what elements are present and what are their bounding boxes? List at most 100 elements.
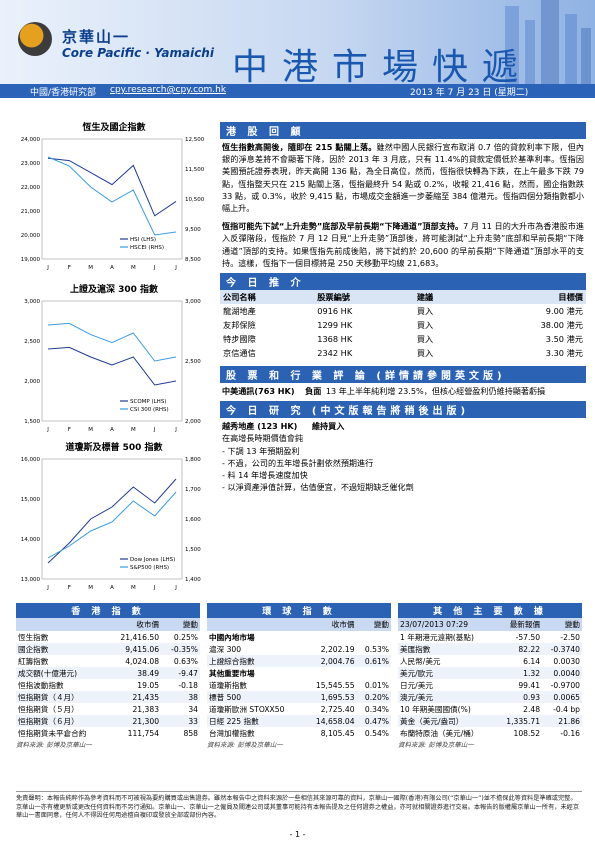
legend-label: SCOMP (LHS)	[130, 399, 166, 405]
table-row: 日元/美元 99.41 -0.9700	[398, 679, 582, 691]
global-indices-table: 收市價 變動 中國內地市場 滬深 300 2,202.19 0.53% 上證綜合指數 2,…	[207, 618, 391, 739]
col-header: 23/07/2013 07:29	[398, 618, 497, 631]
series-line-1	[47, 156, 177, 236]
picks-cell: 京信通信	[223, 348, 256, 359]
table-row: 標普 500 1,695.53 0.20%	[207, 691, 391, 703]
table-cell: 紅籌指數	[18, 656, 49, 666]
news-item: 中美通訊(763 HK) 負面 13 年上半年純利增 23.5%，但核心經營盈利…	[220, 383, 586, 401]
legend-label: S&P500 (RHS)	[130, 565, 169, 571]
x-tick-label: J	[174, 427, 177, 433]
x-tick-label: A	[110, 427, 114, 433]
x-tick-label: F	[68, 427, 71, 433]
table-cell: 0.63%	[173, 656, 198, 666]
table-cell: -0.4 bp	[553, 704, 580, 714]
series-line-1	[47, 322, 177, 362]
x-tick-label: M	[131, 265, 136, 271]
other-data-title: 其 他 主 要 數 據	[398, 603, 582, 618]
table-row: 成交額(十億港元) 38.49 -9.47	[16, 667, 200, 679]
chart-hsi-hscei: 恆生及國企指數 24,000 23,000 22,000 21,000 20,000 19…	[16, 120, 212, 285]
other-data-panel: 其 他 主 要 數 據 23/07/2013 07:29 最新報價 變動 1 年…	[398, 603, 582, 749]
table-row: 10 年期美國國債(%) 2.48 -0.4 bp	[398, 703, 582, 715]
table-cell: 2,004.76	[304, 655, 357, 667]
news-title: 股 票 和 行 業 評 論 (詳情請參閱英文版)	[220, 366, 586, 384]
table-cell: 38.49	[107, 667, 162, 679]
table-cell: 0.0065	[542, 691, 582, 703]
chart-title: 道瓊斯及標普 500 指數	[65, 443, 163, 453]
table-cell: 1.32	[496, 667, 543, 679]
table-cell: 0.34%	[364, 704, 389, 714]
table-row: 日經 225 指數 14,658.04 0.47%	[207, 715, 391, 727]
y-left-tick-label: 14,000	[21, 537, 41, 543]
table-cell: 恒指期貨（５月）	[18, 704, 79, 714]
picks-row: 京信通信 2342 HK 買入 3.30 港元	[220, 346, 586, 360]
table-row: 黃金（美元/盎司） 1,335.71 21.86	[398, 715, 582, 727]
picks-row: 友邦保險 1299 HK 買入 38.00 港元	[220, 318, 586, 332]
y-right-tick-label: 3,000	[185, 299, 201, 305]
picks-title: 今 日 推 介	[220, 273, 586, 291]
x-tick-label: M	[88, 265, 93, 271]
picks-col-header: 目標價	[468, 290, 586, 305]
table-cell: 0.53%	[364, 644, 389, 654]
table-cell: 恒指期貨（４月）	[16, 691, 108, 703]
table-cell: 0.93	[496, 691, 543, 703]
col-header: 變動	[161, 618, 200, 631]
series-line-0	[47, 478, 177, 564]
table-cell: 0.61%	[356, 655, 391, 667]
plot-frame	[41, 300, 183, 422]
series-line-0	[47, 346, 177, 386]
x-tick-label: J	[174, 585, 177, 591]
table-cell: 日經 225 指數	[207, 715, 305, 727]
picks-cell: 1299 HK	[317, 320, 353, 331]
table-cell: 0.20%	[356, 691, 391, 703]
legend-label: HSI (LHS)	[130, 237, 156, 243]
x-tick-label: A	[110, 585, 114, 591]
decorative-building-graphic	[505, 0, 591, 86]
page-number: - 1 -	[289, 830, 306, 839]
x-tick-label: F	[68, 265, 71, 271]
table-cell: 2,725.40	[320, 704, 355, 714]
legend-label: Dow Jones (LHS)	[130, 557, 175, 563]
picks-cell: 1368 HK	[317, 334, 353, 345]
table-row: 1 年期港元遠期(基點) -57.50 -2.50	[398, 631, 582, 643]
picks-cell: 買入	[416, 320, 434, 331]
company-logo-icon	[18, 22, 52, 56]
table-row: 美匯指數 82.22 -0.3740	[398, 643, 582, 655]
table-cell: -0.18	[178, 680, 198, 690]
table-cell: 標普 500	[207, 691, 305, 703]
y-left-tick-label: 16,000	[21, 457, 41, 463]
news-text: 13 年上半年純利增 23.5%，但核心經營盈利仍維持顯著虧損	[325, 386, 546, 397]
table-group-row: 中國內地市場	[207, 631, 391, 643]
table-cell: 恆生指數	[18, 632, 49, 642]
table-group-row: 其他重要市場	[207, 667, 391, 679]
market-review-para-1: 恆生指數高開後，隨即在 215 點關上落。雖然中國人民銀行宣布取消 0.7 倍的…	[220, 139, 586, 218]
table-cell: 21,416.50	[120, 632, 160, 642]
y-left-tick-label: 2,500	[24, 339, 40, 345]
research-summary: 在高增長時期價值會鈍	[222, 433, 303, 444]
review-body-1: 雖然中國人民銀行宣布取消 0.7 倍的貸款利率下限，但內銀的淨息差將不會顯著下降…	[222, 142, 584, 214]
picks-cell: 買入	[416, 334, 434, 345]
plot-frame	[41, 458, 183, 580]
table-cell: 33	[161, 715, 200, 727]
picks-col-header: 公司名稱	[220, 290, 315, 305]
table-cell: 1,695.53	[304, 691, 357, 703]
table-cell: 日元/美元	[400, 680, 433, 690]
x-tick-label: A	[110, 265, 114, 271]
y-left-tick-label: 21,000	[21, 209, 41, 215]
table-cell: 34	[188, 704, 198, 714]
table-cell: -0.9700	[550, 680, 580, 690]
research-bullet-text: 不過，公司的五年增長計劃依然預期進行	[227, 457, 374, 468]
chart-dow-sp500: 道瓊斯及標普 500 指數 16,000 15,000 14,000 13,000 1,…	[16, 440, 212, 615]
y-left-tick-label: 2,000	[24, 379, 40, 385]
chart-title: 恆生及國企指數	[82, 123, 146, 133]
email-link[interactable]: cpy.research@cpy.com.hk	[110, 85, 227, 95]
table-cell: 38	[161, 691, 200, 703]
col-header: 變動	[356, 618, 391, 631]
col-header: 最新報價	[496, 618, 543, 631]
table-cell: 恒指期貨未平倉合約	[18, 728, 87, 738]
research-bullet: - 料 14 年增長速度加快	[222, 469, 584, 481]
table-row: 恒指期貨（４月） 21,435 38	[16, 691, 200, 703]
y-right-tick-label: 1,700	[185, 487, 201, 493]
series-line-0	[47, 157, 177, 217]
table-cell: -0.16	[560, 728, 580, 738]
y-left-tick-label: 20,000	[21, 233, 41, 239]
